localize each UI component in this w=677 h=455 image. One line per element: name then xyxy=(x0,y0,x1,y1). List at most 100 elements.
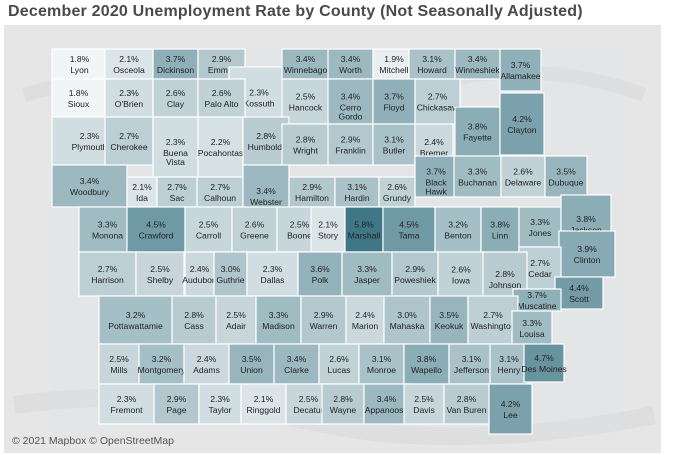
county-monroe[interactable]: 3.1%Monroe xyxy=(358,343,405,385)
county-clay[interactable]: 2.6%Clay xyxy=(152,78,199,118)
county-shape[interactable] xyxy=(51,78,106,118)
county-delaware[interactable]: 2.6%Delaware xyxy=(500,155,546,198)
county-shape[interactable] xyxy=(403,383,445,425)
county-shape[interactable] xyxy=(231,206,278,253)
county-taylor[interactable]: 2.3%Taylor xyxy=(198,383,242,425)
county-shape[interactable] xyxy=(453,155,502,198)
county-shape[interactable] xyxy=(434,206,482,253)
county-shape[interactable] xyxy=(523,343,565,383)
county-shelby[interactable]: 2.5%Shelby xyxy=(135,251,185,297)
county-shape[interactable] xyxy=(544,155,588,198)
county-washington[interactable]: 2.7%Washington xyxy=(467,295,519,345)
county-buchanan[interactable]: 3.3%Buchanan xyxy=(453,155,502,198)
county-appanoose[interactable]: 3.4%Appanoose xyxy=(363,383,410,425)
county-shape[interactable] xyxy=(228,343,275,385)
county-shape[interactable] xyxy=(198,383,242,425)
county-tama[interactable]: 4.5%Tama xyxy=(382,206,436,253)
county-jasper[interactable]: 3.3%Jasper xyxy=(341,251,393,297)
county-shape[interactable] xyxy=(321,383,365,425)
county-shape[interactable] xyxy=(383,295,431,345)
county-linn[interactable]: 3.8%Linn xyxy=(480,206,520,253)
county-crawford[interactable]: 4.5%Crawford xyxy=(126,206,186,253)
county-shape[interactable] xyxy=(138,343,185,385)
county-ida[interactable]: 2.1%Ida xyxy=(126,176,158,208)
county-dubuque[interactable]: 3.5%Dubuque xyxy=(544,155,588,198)
county-dickinson[interactable]: 3.7%Dickinson xyxy=(152,48,199,80)
county-shape[interactable] xyxy=(391,251,439,297)
county-sioux[interactable]: 1.8%Sioux xyxy=(51,78,106,118)
county-des-moines[interactable]: 4.7%Des Moines xyxy=(521,343,567,383)
county-shape[interactable] xyxy=(372,48,416,80)
county-shape[interactable] xyxy=(255,295,302,345)
county-hancock[interactable]: 2.5%Hancock xyxy=(281,78,330,125)
county-clayton[interactable]: 4.2%Clayton xyxy=(499,92,545,156)
county-shape[interactable] xyxy=(104,116,154,166)
county-shape[interactable] xyxy=(300,295,347,345)
county-worth[interactable]: 3.4%Worth xyxy=(327,48,374,80)
county-shape[interactable] xyxy=(480,206,520,253)
county-shape[interactable] xyxy=(378,176,416,208)
county-shape[interactable] xyxy=(126,176,158,208)
county-allamakee[interactable]: 3.7%Allamakee xyxy=(499,48,542,92)
county-union[interactable]: 3.5%Union xyxy=(228,343,275,385)
county-hamilton[interactable]: 2.9%Hamilton xyxy=(288,176,336,208)
county-mahaska[interactable]: 3.0%Mahaska xyxy=(383,295,431,345)
county-shape[interactable] xyxy=(197,78,246,118)
county-shape[interactable] xyxy=(297,251,343,297)
county-shape[interactable] xyxy=(429,295,469,345)
county-floyd[interactable]: 3.7%Floyd xyxy=(372,78,416,125)
county-louisa[interactable]: 3.3%Louisa xyxy=(511,310,553,346)
county-shape[interactable] xyxy=(454,106,501,157)
county-keokuk[interactable]: 3.5%Keokuk xyxy=(429,295,469,345)
county-shape[interactable] xyxy=(98,343,140,385)
county-franklin[interactable]: 2.9%Franklin xyxy=(327,123,374,166)
map-canvas[interactable]: 1.8% Lyon 2.1% Osceola 3.7% Dickinson 2.9% Emme… xyxy=(4,25,661,453)
county-iowa[interactable]: 2.6%Iowa xyxy=(437,251,485,298)
county-page[interactable]: 2.9%Page xyxy=(153,383,200,425)
county-shape[interactable] xyxy=(414,155,458,198)
county-mitchell[interactable]: 1.9%Mitchell xyxy=(372,48,416,80)
county-shape[interactable] xyxy=(213,251,248,297)
county-grundy[interactable]: 2.6%Grundy xyxy=(378,176,416,208)
county-shape[interactable] xyxy=(327,78,374,125)
county-cass[interactable]: 2.8%Cass xyxy=(171,295,217,345)
county-mills[interactable]: 2.5%Mills xyxy=(98,343,140,385)
county-adams[interactable]: 2.4%Adams xyxy=(183,343,230,385)
county-shape[interactable] xyxy=(443,383,490,425)
county-poweshiek[interactable]: 2.9%Poweshiek xyxy=(391,251,439,297)
county-shape[interactable] xyxy=(152,78,199,118)
county-shape[interactable] xyxy=(153,383,200,425)
county-shape[interactable] xyxy=(126,206,186,253)
county-shape[interactable] xyxy=(448,343,495,385)
county-o-brien[interactable]: 2.3%O'Brien xyxy=(104,78,154,118)
county-shape[interactable] xyxy=(240,383,287,425)
county-montgomery[interactable]: 3.2%Montgomery xyxy=(138,343,186,385)
county-shape[interactable] xyxy=(310,206,346,253)
county-clinton[interactable]: 3.9%Clinton xyxy=(558,230,616,278)
county-humboldt[interactable]: 2.8%Humboldt xyxy=(242,116,290,166)
county-fayette[interactable]: 3.8%Fayette xyxy=(454,106,501,157)
county-black-hawk[interactable]: 3.7%Black Hawk xyxy=(414,155,458,198)
county-shape[interactable] xyxy=(327,123,374,166)
county-marion[interactable]: 2.4%Marion xyxy=(345,295,385,345)
county-shape[interactable] xyxy=(454,48,501,80)
county-shape[interactable] xyxy=(403,343,450,385)
county-shape[interactable] xyxy=(51,164,128,208)
county-cerro-gordo[interactable]: 3.4%Cerro Gordo xyxy=(327,78,374,125)
county-jefferson[interactable]: 3.1%Jefferson xyxy=(448,343,495,385)
county-shape[interactable] xyxy=(372,123,416,166)
county-shape[interactable] xyxy=(171,295,217,345)
county-marshall[interactable]: 5.8%Marshall xyxy=(344,206,384,253)
county-shape[interactable] xyxy=(78,251,137,297)
county-henry[interactable]: 3.1%Henry xyxy=(489,343,529,385)
county-cherokee[interactable]: 2.7%Cherokee xyxy=(104,116,154,166)
county-lee[interactable]: 4.2%Lee xyxy=(488,383,533,435)
county-shape[interactable] xyxy=(499,92,545,156)
county-shape[interactable] xyxy=(281,48,330,80)
county-shape[interactable] xyxy=(358,343,405,385)
county-dallas[interactable]: 2.3%Dallas xyxy=(246,251,299,297)
county-shape[interactable] xyxy=(51,48,108,80)
county-ringgold[interactable]: 2.1%Ringgold xyxy=(240,383,287,425)
county-shape[interactable] xyxy=(288,176,336,208)
county-hardin[interactable]: 3.1%Hardin xyxy=(334,176,380,208)
